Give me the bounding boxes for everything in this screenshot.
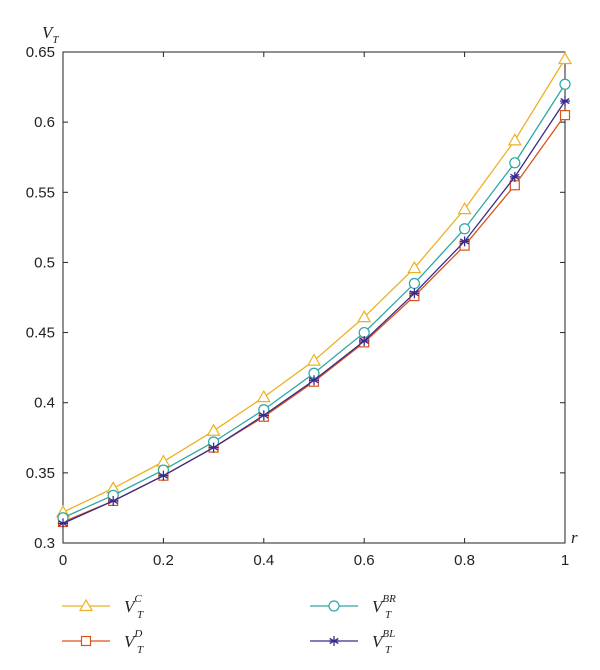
y-tick-label: 0.5	[34, 254, 55, 271]
plot-area	[62, 51, 566, 544]
legend-label: VC T	[124, 593, 144, 621]
legend-label: VBR T	[372, 593, 396, 621]
x-tick-label: 0.2	[153, 552, 174, 569]
series-triangle	[55, 51, 573, 518]
y-tick-label: 0.35	[26, 465, 55, 482]
y-axis-label: VT	[42, 23, 59, 46]
data-point	[309, 375, 319, 386]
data-point	[258, 410, 269, 421]
y-tick-label: 0.3	[34, 535, 55, 552]
series-square	[57, 110, 571, 528]
data-point	[408, 277, 420, 290]
axis-ticks: 0 0.2 0.4 0.6 0.8 1 0.3 0.35 0.4 0.45 0.5 0.55 0.6 0.…	[26, 44, 569, 569]
data-point	[457, 201, 472, 215]
data-point	[559, 78, 571, 90]
legend-marker	[328, 600, 340, 612]
plot-frame	[62, 51, 566, 544]
data-point	[256, 389, 271, 403]
series-line	[62, 100, 566, 524]
x-tick-label: 0.4	[253, 552, 274, 569]
legend-entry: VD T	[62, 628, 144, 656]
legend-entry: VBL T	[310, 628, 395, 656]
series-layer	[55, 51, 573, 529]
legend-entry: VBR T	[310, 593, 396, 621]
x-tick-label: 0.8	[454, 552, 475, 569]
legend-marker	[78, 598, 94, 612]
y-tick-label: 0.65	[26, 44, 55, 61]
series-line	[62, 114, 566, 523]
data-point	[208, 442, 219, 453]
data-point	[557, 51, 573, 65]
data-point	[158, 470, 169, 481]
series-star	[58, 96, 570, 529]
y-tick-label: 0.45	[26, 325, 55, 342]
series-circle	[57, 78, 571, 524]
data-point	[509, 157, 521, 169]
data-point	[359, 335, 370, 346]
data-point	[509, 180, 520, 191]
legend-entry: VC T	[62, 593, 144, 621]
x-tick-label: 1	[561, 552, 569, 569]
data-point	[206, 423, 221, 436]
data-point	[409, 288, 420, 299]
y-axis-label-main: V	[42, 23, 55, 42]
series-line	[62, 58, 566, 513]
x-tick-label: 0.6	[354, 552, 375, 569]
legend-label: VBL T	[372, 628, 395, 656]
data-point	[507, 133, 522, 146]
data-point	[509, 171, 520, 182]
data-point	[459, 236, 470, 247]
data-point	[58, 518, 68, 529]
data-point	[459, 223, 471, 235]
legend-label: VD T	[124, 628, 144, 656]
y-tick-label: 0.55	[26, 184, 55, 201]
series-line	[62, 83, 566, 519]
x-tick-label: 0	[59, 552, 67, 569]
data-point	[560, 96, 570, 107]
data-point	[357, 309, 372, 323]
legend-marker	[329, 636, 339, 646]
legend: VC T VD T VBR T VBL T	[62, 593, 396, 656]
y-tick-label: 0.6	[34, 114, 55, 131]
data-point	[306, 353, 322, 366]
y-tick-label: 0.4	[34, 395, 55, 412]
data-point	[559, 110, 571, 121]
x-axis-label: r	[571, 528, 578, 547]
data-point	[108, 495, 119, 506]
legend-marker	[80, 635, 92, 647]
y-axis-label-sub: T	[52, 34, 59, 46]
data-point	[407, 260, 422, 274]
